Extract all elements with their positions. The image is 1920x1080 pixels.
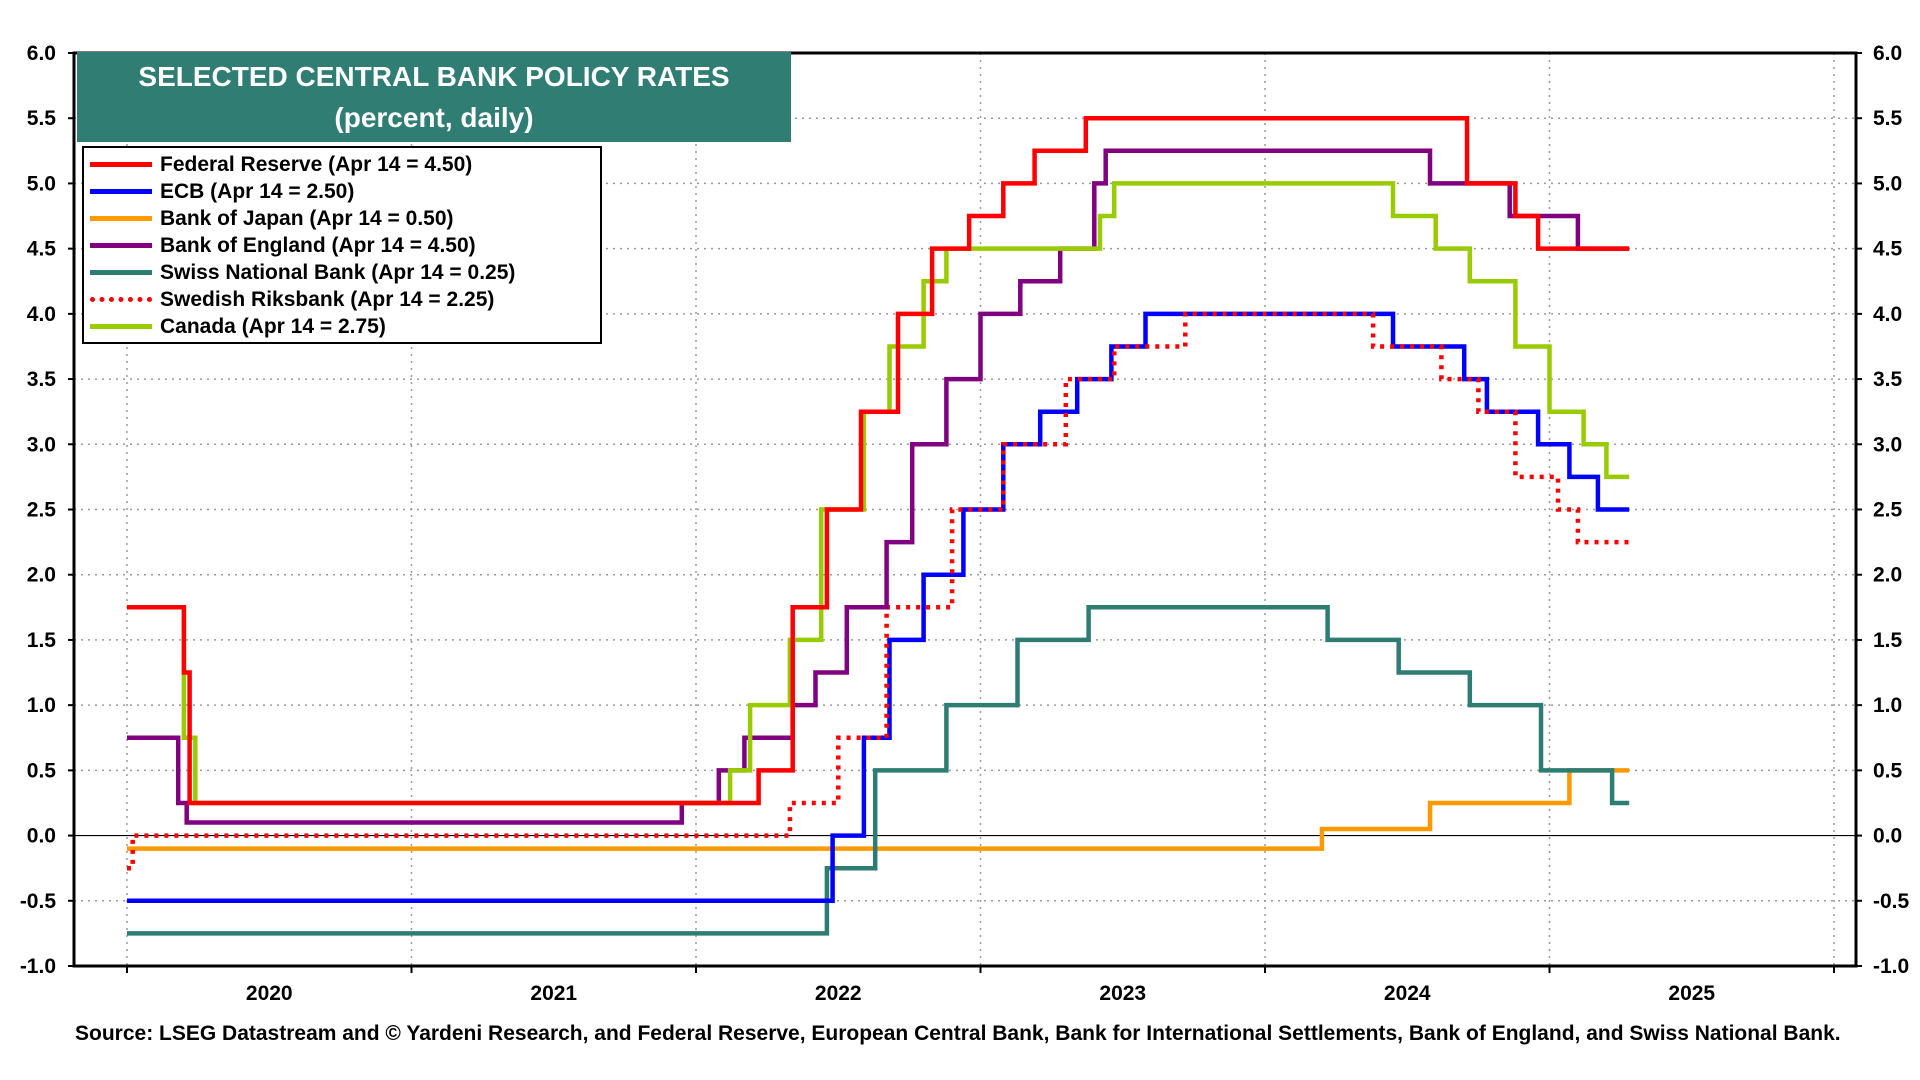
y-tick-label-left: 3.5 (27, 368, 57, 391)
y-tick-label-right: 2.0 (1873, 564, 1902, 587)
legend-entry: ECB (Apr 14 = 2.50) (90, 178, 594, 205)
y-tick-label-right: 0.0 (1873, 825, 1902, 848)
y-tick-label-left: 2.5 (27, 499, 57, 522)
legend-swatch (90, 162, 152, 167)
y-tick-label-left: 5.5 (27, 107, 57, 130)
y-tick-label-right: 3.5 (1873, 368, 1903, 391)
legend-label: Bank of England (Apr 14 = 4.50) (160, 233, 476, 257)
series-line (127, 311, 1630, 871)
legend-label: ECB (Apr 14 = 2.50) (160, 179, 355, 203)
y-tick-label-left: 0.0 (27, 825, 56, 848)
y-tick-label-right: -0.5 (1873, 890, 1910, 913)
legend-entry: Federal Reserve (Apr 14 = 4.50) (90, 151, 594, 178)
series-line (127, 181, 1630, 806)
legend-label: Swedish Riksbank (Apr 14 = 2.25) (160, 287, 495, 311)
legend-swatch (90, 189, 152, 194)
y-tick-label-right: 3.0 (1873, 433, 1902, 456)
legend-entry: Bank of England (Apr 14 = 4.50) (90, 232, 594, 259)
y-tick-label-left: 0.5 (27, 759, 57, 782)
y-tick-label-right: 5.0 (1873, 172, 1902, 195)
y-tick-label-left: 4.5 (27, 238, 57, 261)
legend-swatch (90, 243, 152, 248)
chart-subtitle: (percent, daily) (334, 102, 534, 133)
series-line (127, 768, 1630, 851)
y-tick-label-right: 4.5 (1873, 238, 1903, 261)
x-tick-label: 2024 (1384, 982, 1431, 1005)
y-tick-label-right: 1.5 (1873, 629, 1903, 652)
y-tick-label-left: 1.0 (27, 694, 56, 717)
y-tick-label-left: 1.5 (27, 629, 57, 652)
x-tick-label: 2022 (815, 982, 862, 1005)
y-tick-label-right: -1.0 (1873, 955, 1909, 978)
y-tick-label-left: 5.0 (27, 172, 56, 195)
x-tick-label: 2025 (1668, 982, 1715, 1005)
legend-entry: Bank of Japan (Apr 14 = 0.50) (90, 205, 594, 232)
legend-label: Canada (Apr 14 = 2.75) (160, 314, 386, 338)
series-line (127, 605, 1630, 936)
x-tick-label: 2021 (530, 982, 577, 1005)
legend-swatch (90, 324, 152, 329)
legend-swatch (90, 270, 152, 275)
legend-swatch (90, 216, 152, 221)
chart-legend: Federal Reserve (Apr 14 = 4.50) ECB (Apr… (82, 146, 602, 344)
legend-entry: Swedish Riksbank (Apr 14 = 2.25) (90, 286, 594, 313)
y-tick-label-left: 4.0 (27, 303, 56, 326)
y-tick-label-right: 5.5 (1873, 107, 1903, 130)
y-tick-label-left: 3.0 (27, 433, 56, 456)
source-note: Source: LSEG Datastream and © Yardeni Re… (75, 1022, 1841, 1045)
legend-label: Swiss National Bank (Apr 14 = 0.25) (160, 260, 516, 284)
y-tick-label-left: 2.0 (27, 564, 56, 587)
series-line (127, 115, 1630, 806)
y-tick-label-left: -0.5 (20, 890, 57, 913)
x-tick-label: 2023 (1099, 982, 1146, 1005)
y-tick-label-right: 6.0 (1873, 42, 1902, 65)
legend-label: Federal Reserve (Apr 14 = 4.50) (160, 152, 473, 176)
y-tick-label-left: 6.0 (27, 42, 56, 65)
y-tick-label-right: 4.0 (1873, 303, 1902, 326)
chart-title-box: SELECTED CENTRAL BANK POLICY RATES (perc… (77, 52, 791, 142)
legend-swatch (90, 297, 152, 302)
legend-entry: Canada (Apr 14 = 2.75) (90, 313, 594, 340)
legend-label: Bank of Japan (Apr 14 = 0.50) (160, 206, 454, 230)
chart-title: SELECTED CENTRAL BANK POLICY RATES (138, 61, 730, 92)
y-tick-label-right: 1.0 (1873, 694, 1902, 717)
legend-entry: Swiss National Bank (Apr 14 = 0.25) (90, 259, 594, 286)
y-tick-label-right: 2.5 (1873, 499, 1903, 522)
x-tick-label: 2020 (246, 982, 293, 1005)
y-tick-label-left: -1.0 (20, 955, 56, 978)
y-tick-label-right: 0.5 (1873, 759, 1903, 782)
series-line (127, 311, 1630, 904)
